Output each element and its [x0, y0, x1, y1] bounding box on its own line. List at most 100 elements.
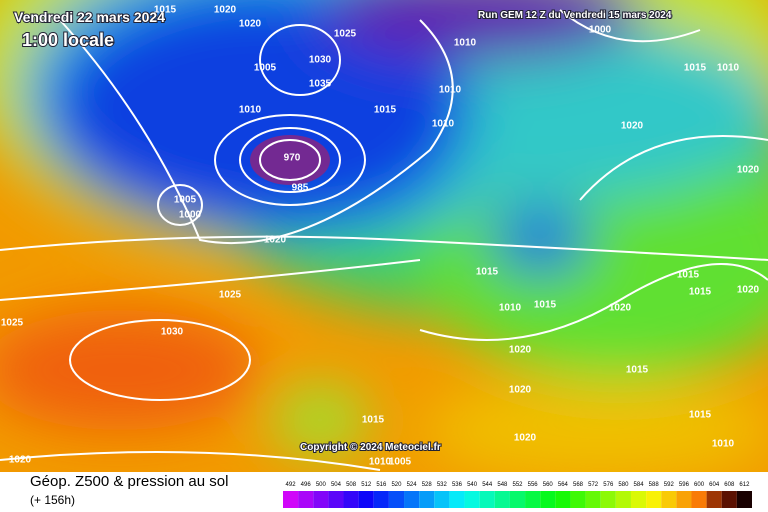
colorbar-swatch [736, 491, 752, 508]
colorbar-swatch [615, 491, 631, 508]
colorbar-label: 552 [512, 482, 523, 488]
isobar-label: 985 [292, 183, 309, 194]
colorbar-swatch [358, 491, 374, 508]
colorbar-swatch [343, 491, 359, 508]
colorbar-swatch [721, 491, 737, 508]
colorbar-label: 612 [739, 482, 750, 488]
isobar-label: 1005 [174, 195, 197, 206]
colorbar-swatch [630, 491, 647, 508]
colorbar-swatch [706, 491, 722, 508]
colorbar-label: 556 [528, 482, 539, 488]
colorbar-swatch [509, 491, 526, 508]
time: 1:00 locale [22, 30, 114, 50]
isobar-label: 1005 [254, 63, 277, 74]
isobar-label: 1020 [264, 235, 287, 246]
isobar-label: 1010 [239, 105, 262, 116]
colorbar-label: 560 [543, 482, 554, 488]
colorbar-swatch [600, 491, 616, 508]
isobar-label: 1035 [309, 79, 332, 90]
isobar-label: 1010 [439, 85, 462, 96]
isobar-label: 1015 [684, 63, 707, 74]
colorbar-label: 528 [422, 482, 433, 488]
isobar-label: 1015 [374, 105, 397, 116]
isobar-label: 1010 [432, 119, 455, 130]
isobar-label: 1020 [609, 303, 632, 314]
isobar-label: 1015 [362, 415, 385, 426]
colorbar-label: 604 [709, 482, 720, 488]
colorbar-label: 588 [649, 482, 660, 488]
colorbar-label: 592 [664, 482, 675, 488]
isobar-label: 1030 [309, 55, 332, 66]
isobar-label: 1015 [689, 287, 712, 298]
colorbar-label: 568 [573, 482, 584, 488]
colorbar-swatch [479, 491, 495, 508]
colorbar-swatch [328, 491, 344, 508]
colorbar-swatch [449, 491, 465, 508]
isobar-label: 1030 [161, 327, 184, 338]
colorbar-label: 536 [452, 482, 463, 488]
isobar-label: 1010 [717, 63, 740, 74]
colorbar-label: 544 [482, 482, 493, 488]
colorbar-swatch [313, 491, 329, 508]
colorbar-label: 500 [316, 482, 327, 488]
colorbar-label: 504 [331, 482, 342, 488]
isobar-label: 1020 [514, 433, 537, 444]
colorbar-label: 600 [694, 482, 705, 488]
colorbar-swatch [388, 491, 405, 508]
colorbar-swatch [373, 491, 389, 508]
isobar-label: 1015 [626, 365, 649, 376]
footer-lead: (+ 156h) [30, 493, 75, 507]
colorbar-swatch [434, 491, 450, 508]
colorbar-swatch [646, 491, 662, 508]
isobar-label: 1005 [389, 457, 412, 468]
run-info: Run GEM 12 Z du Vendredi 15 mars 2024 [478, 10, 672, 21]
colorbar-swatch [298, 491, 314, 508]
colorbar-label: 576 [603, 482, 614, 488]
colorbar-swatch [419, 491, 435, 508]
colorbar-swatch [525, 491, 541, 508]
colorbar-swatch [585, 491, 601, 508]
colorbar-label: 584 [634, 482, 645, 488]
isobar-label: 1020 [9, 455, 32, 466]
colorbar-label: 572 [588, 482, 599, 488]
colorbar-label: 508 [346, 482, 357, 488]
isobar-label: 1010 [712, 439, 735, 450]
footer-title: Géop. Z500 & pression au sol [30, 473, 228, 490]
colorbar-label: 496 [301, 482, 312, 488]
colorbar-swatch [691, 491, 707, 508]
colorbar-label: 492 [286, 482, 297, 488]
isobar-label: 1020 [239, 19, 262, 30]
isobar-label: 1020 [214, 5, 237, 16]
colorbar-label: 564 [558, 482, 569, 488]
isobar-label: 1015 [534, 300, 557, 311]
colorbar-label: 540 [467, 482, 478, 488]
colorbar-label: 608 [724, 482, 735, 488]
isobar-label: 1020 [509, 345, 532, 356]
colorbar-label: 516 [376, 482, 387, 488]
isobar-label: 1020 [509, 385, 532, 396]
colorbar-swatch [464, 491, 480, 508]
isobar-label: 1010 [369, 457, 392, 468]
colorbar-swatch [494, 491, 510, 508]
isobar-label: 1025 [219, 290, 242, 301]
colorbar-label: 548 [497, 482, 508, 488]
colorbar-label: 524 [407, 482, 418, 488]
copyright: Copyright © 2024 Meteociel.fr [300, 442, 441, 453]
isobar-label: 1015 [689, 410, 712, 421]
isobar-label: 1025 [1, 318, 24, 329]
date: Vendredi 22 mars 2024 [14, 9, 165, 25]
colorbar-label: 596 [679, 482, 690, 488]
colorbar-swatch [555, 491, 571, 508]
isobar-label: 1000 [179, 210, 202, 221]
colorbar-swatch [283, 491, 299, 508]
isobar-label: 1020 [737, 285, 760, 296]
colorbar-swatch [570, 491, 586, 508]
isobar-label: 1020 [737, 165, 760, 176]
isobar-label: 1020 [621, 121, 644, 132]
isobar-label: 1025 [334, 29, 357, 40]
isobar-label: 970 [284, 153, 301, 164]
colorbar-label: 520 [391, 482, 402, 488]
colorbar-swatch [661, 491, 677, 508]
colorbar-swatch [404, 491, 420, 508]
